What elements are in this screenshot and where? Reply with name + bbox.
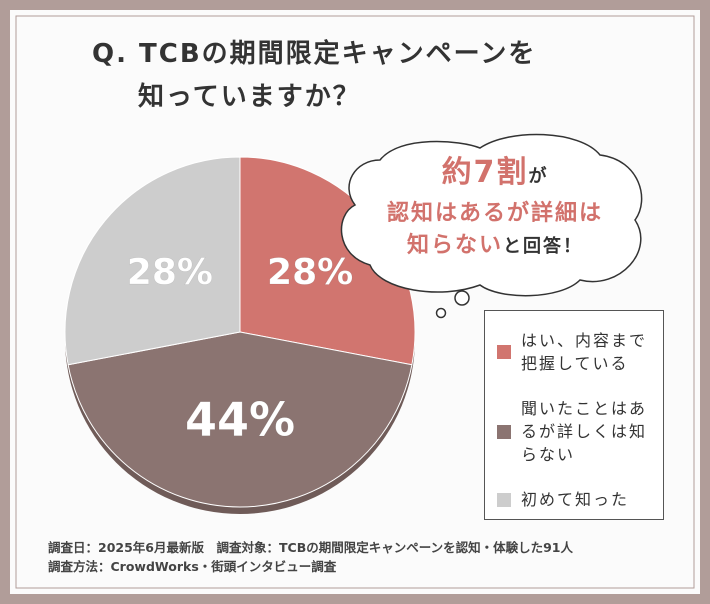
panel-border bbox=[15, 15, 695, 589]
legend-item: 初めて知った bbox=[497, 488, 663, 511]
note: 調査日：2025年6月最新版 調査対象：TCBの期間限定キャンペーンを認知・体験… bbox=[48, 540, 573, 555]
bubble-segment: が bbox=[528, 165, 548, 187]
legend-item: 聞いたことはあるが詳しくは知らない bbox=[497, 397, 663, 466]
bubble-line: 認知はあるが詳細は bbox=[387, 200, 603, 226]
legend-swatch bbox=[497, 492, 511, 507]
bubble-shape bbox=[340, 133, 643, 297]
legend-swatch bbox=[497, 345, 511, 359]
legend-label: 聞いたことはあるが詳しくは知らない bbox=[521, 399, 648, 464]
legend-label: 初めて知った bbox=[521, 490, 630, 509]
bubble-segment: 知らない bbox=[407, 232, 503, 258]
bubble-segment: 約7割 bbox=[442, 155, 529, 190]
speech-bubble bbox=[340, 133, 643, 319]
bubble-segment: と回答！ bbox=[503, 235, 583, 257]
legend-label: はい、内容まで把握している bbox=[521, 331, 648, 373]
legend-swatch bbox=[497, 424, 511, 439]
bubble-line: 約7割が bbox=[442, 155, 549, 190]
bubble-dot bbox=[435, 307, 447, 319]
legend: はい、内容まで把握している聞いたことはあるが詳しくは知らない初めて知った bbox=[484, 310, 664, 520]
pie: 28% 44% 28% bbox=[64, 156, 416, 508]
title-line: 知っていますか？ bbox=[138, 82, 361, 112]
note: 調査方法：CrowdWorks・街頭インタビュー調査 bbox=[48, 559, 337, 574]
pie-slice bbox=[64, 156, 241, 366]
bubble-line: 知らないと回答！ bbox=[407, 232, 583, 258]
value-label: 28% bbox=[127, 252, 213, 293]
bubble-dot bbox=[454, 290, 470, 306]
legend-item: はい、内容まで把握している bbox=[497, 329, 663, 375]
value-label: 44% bbox=[185, 393, 295, 447]
title-line: Q. TCBの期間限定キャンペーンを bbox=[92, 38, 536, 69]
notes: 調査日：2025年6月最新版 調査対象：TCBの期間限定キャンペーンを認知・体験… bbox=[48, 540, 573, 574]
value-label: 28% bbox=[267, 252, 353, 293]
bubble-segment: 認知はあるが詳細は bbox=[387, 200, 603, 226]
pie-slice bbox=[67, 331, 413, 508]
